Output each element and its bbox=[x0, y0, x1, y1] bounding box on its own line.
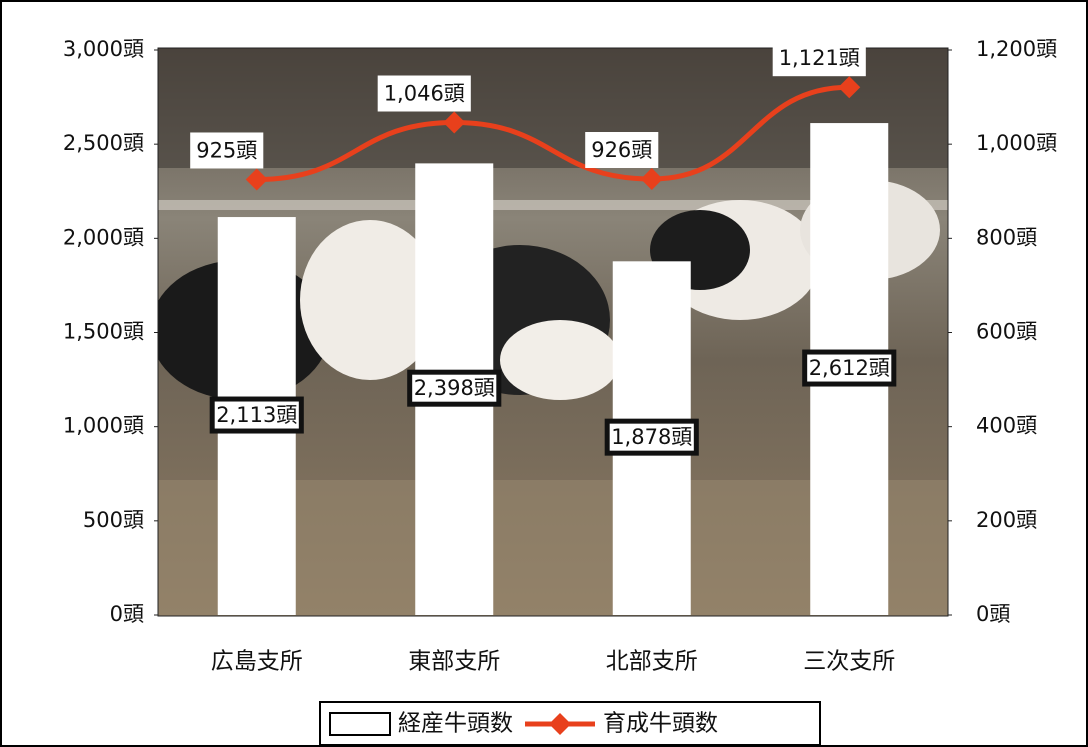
line-marker bbox=[640, 168, 663, 191]
y2-tick-label: 800頭 bbox=[976, 225, 1037, 249]
y2-tick-label: 1,000頭 bbox=[976, 131, 1057, 155]
y-tick-label: 1,500頭 bbox=[63, 320, 144, 344]
bar-value-label: 1,878頭 bbox=[611, 425, 692, 449]
value-label-box bbox=[407, 369, 502, 407]
y2-tick-label: 1,200頭 bbox=[976, 37, 1057, 61]
legend-label: 経産牛頭数 bbox=[398, 711, 513, 737]
value-label-box bbox=[604, 418, 699, 456]
value-label-box bbox=[377, 75, 471, 112]
value-label-box bbox=[802, 349, 897, 387]
line-marker bbox=[245, 168, 268, 191]
legend-swatch-marker bbox=[549, 713, 571, 735]
y2-tick-label: 600頭 bbox=[976, 320, 1037, 344]
y-tick-label: 500頭 bbox=[83, 508, 144, 532]
value-label-box bbox=[190, 132, 264, 169]
line-value-label: 926頭 bbox=[591, 138, 652, 162]
y-tick-label: 0頭 bbox=[110, 602, 144, 626]
legend: 経産牛頭数 育成牛頭数 bbox=[319, 701, 821, 746]
y-tick-label: 3,000頭 bbox=[63, 37, 144, 61]
bar-value-label: 2,612頭 bbox=[809, 356, 890, 380]
bar-value-label: 2,398頭 bbox=[414, 376, 495, 400]
legend-swatch bbox=[329, 712, 391, 736]
y-tick-label: 2,000頭 bbox=[63, 225, 144, 249]
value-label-box bbox=[772, 40, 866, 77]
x-tick-label: 三次支所 bbox=[803, 649, 895, 675]
y2-tick-label: 200頭 bbox=[976, 508, 1037, 532]
line-value-label: 1,046頭 bbox=[384, 82, 465, 106]
x-tick-label: 東部支所 bbox=[408, 649, 500, 675]
y-tick-label: 1,000頭 bbox=[63, 414, 144, 438]
y2-tick-label: 0頭 bbox=[976, 602, 1010, 626]
value-label-box bbox=[585, 132, 659, 169]
line bbox=[256, 84, 850, 182]
x-tick-label: 北部支所 bbox=[606, 649, 698, 675]
legend-label: 育成牛頭数 bbox=[603, 711, 718, 737]
line-value-label: 925頭 bbox=[196, 138, 257, 162]
bar-value-label: 2,113頭 bbox=[216, 403, 297, 427]
value-label-box bbox=[209, 396, 304, 434]
x-tick-label: 広島支所 bbox=[211, 649, 303, 675]
line-marker bbox=[443, 111, 466, 134]
y2-tick-label: 400頭 bbox=[976, 414, 1037, 438]
line-marker bbox=[838, 76, 861, 99]
y-tick-label: 2,500頭 bbox=[63, 131, 144, 155]
line-value-label: 1,121頭 bbox=[779, 46, 860, 70]
